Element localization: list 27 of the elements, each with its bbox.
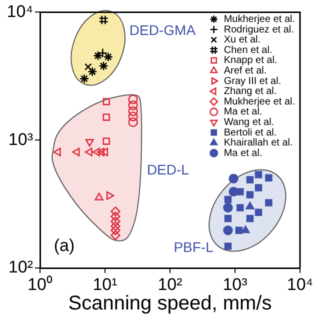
legend-label: Chen et al. — [224, 44, 272, 56]
legend-label: Xu et al. — [224, 34, 261, 46]
legend-label: Wang et al. — [224, 116, 274, 128]
legend-label: Rodriguez et al. — [224, 24, 294, 36]
x-tick-label: 10⁰ — [28, 274, 52, 294]
legend-label: Bertoli et al. — [224, 127, 277, 138]
legend-label: Ma et al. — [224, 148, 262, 159]
legend-label: Mukherjee et al. — [224, 14, 296, 25]
legend-label: Aref et al. — [224, 65, 267, 76]
y-tick-label: 10⁴ — [6, 2, 33, 21]
legend-label: Ma et al. — [224, 106, 262, 118]
x-tick-label: 10¹ — [92, 274, 118, 294]
legend-label: Gray III et al. — [224, 76, 282, 87]
legend-label: Khairallah et al. — [224, 138, 293, 149]
x-tick-label: 10² — [158, 274, 183, 294]
y-tick-label: 10² — [8, 258, 34, 277]
legend-label: Zhang et al. — [224, 86, 277, 98]
annotation: DED-L — [146, 162, 190, 178]
x-axis-title: Scanning speed, mm/s — [68, 292, 272, 315]
legend-label: Mukherjee et al. — [224, 96, 296, 108]
legend-label: Knapp et al. — [224, 55, 278, 66]
x-tick-label: 10³ — [222, 274, 248, 294]
annotation: DED-GMA — [129, 22, 196, 38]
annotation: PBF-L — [174, 239, 214, 256]
annotation: (a) — [54, 236, 75, 255]
x-tick-label: 10⁴ — [286, 274, 314, 294]
y-tick-label: 10³ — [8, 130, 34, 149]
